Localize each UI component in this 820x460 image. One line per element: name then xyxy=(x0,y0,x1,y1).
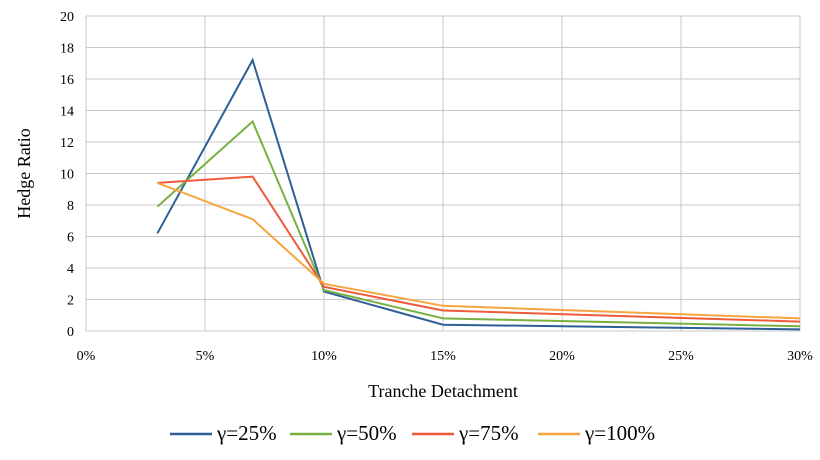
series-line xyxy=(156,57,801,331)
x-tick-label: 10% xyxy=(311,349,337,364)
y-tick-label: 8 xyxy=(67,199,74,214)
y-tick-label: 0 xyxy=(67,325,74,340)
x-tick-label: 20% xyxy=(549,349,575,364)
grid xyxy=(85,15,801,332)
y-axis-ticks: 0 2 4 6 8 10 12 14 16 18 20 xyxy=(60,10,74,340)
x-axis-ticks: 0% 5% 10% 15% 20% 25% 30% xyxy=(77,349,814,364)
legend: γ=25% γ=50% γ=75% γ=100% xyxy=(170,421,655,445)
series-lines xyxy=(156,57,801,331)
y-axis-title: Hedge Ratio xyxy=(14,128,34,218)
y-tick-label: 12 xyxy=(60,136,74,151)
y-tick-label: 14 xyxy=(60,105,74,120)
legend-label: γ=25% xyxy=(216,421,277,445)
y-tick-label: 16 xyxy=(60,73,74,88)
series-line xyxy=(157,181,801,320)
series-line xyxy=(156,119,801,328)
x-tick-label: 5% xyxy=(196,349,215,364)
y-tick-label: 2 xyxy=(67,294,74,309)
x-tick-label: 30% xyxy=(787,349,813,364)
legend-label: γ=75% xyxy=(458,421,519,445)
x-tick-label: 0% xyxy=(77,349,96,364)
y-tick-label: 20 xyxy=(60,10,74,25)
x-axis-title: Tranche Detachment xyxy=(368,381,518,401)
y-tick-label: 6 xyxy=(67,231,74,246)
legend-label: γ=50% xyxy=(336,421,397,445)
x-tick-label: 15% xyxy=(430,349,456,364)
y-tick-label: 4 xyxy=(67,262,74,277)
series-line xyxy=(157,175,801,323)
x-tick-label: 25% xyxy=(668,349,694,364)
y-tick-label: 18 xyxy=(60,42,74,57)
legend-label: γ=100% xyxy=(584,421,655,445)
y-tick-label: 10 xyxy=(60,168,74,183)
